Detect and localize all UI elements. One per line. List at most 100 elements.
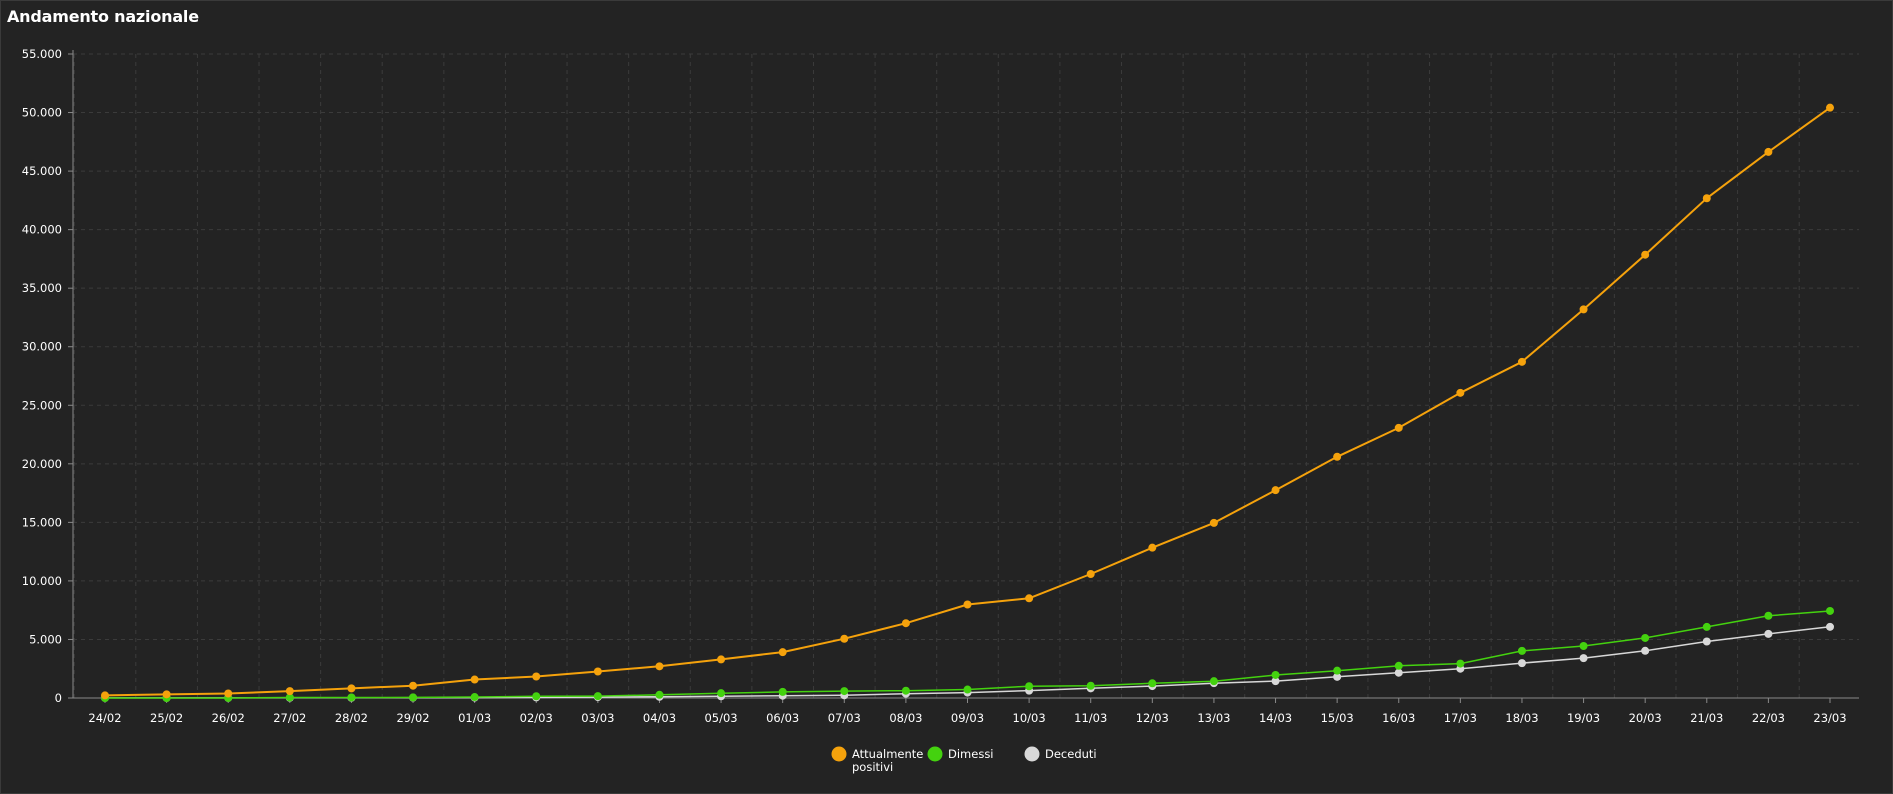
y-tick-label: 20.000 <box>22 457 62 471</box>
data-point-attualmente-positivi[interactable] <box>285 687 294 696</box>
data-point-dimessi[interactable] <box>963 685 972 694</box>
x-tick-label: 10/03 <box>1013 711 1046 725</box>
x-tick-label: 14/03 <box>1259 711 1292 725</box>
data-point-attualmente-positivi[interactable] <box>717 655 726 664</box>
data-point-attualmente-positivi[interactable] <box>1025 594 1034 603</box>
data-point-deceduti[interactable] <box>1579 654 1588 663</box>
data-point-attualmente-positivi[interactable] <box>1579 305 1588 314</box>
x-tick-label: 11/03 <box>1074 711 1107 725</box>
data-point-dimessi[interactable] <box>1025 682 1034 691</box>
data-point-attualmente-positivi[interactable] <box>101 691 109 700</box>
data-point-dimessi[interactable] <box>1271 670 1280 679</box>
x-tick-label: 23/03 <box>1813 711 1846 725</box>
data-point-dimessi[interactable] <box>1517 646 1526 655</box>
x-tick-label: 02/03 <box>520 711 553 725</box>
data-point-attualmente-positivi[interactable] <box>778 648 787 657</box>
data-point-deceduti[interactable] <box>1641 646 1650 655</box>
data-point-attualmente-positivi[interactable] <box>901 619 910 628</box>
series-lines <box>101 103 1834 702</box>
grid-lines <box>73 53 1859 698</box>
x-tick-label: 01/03 <box>458 711 491 725</box>
data-point-deceduti[interactable] <box>1517 659 1526 668</box>
y-tick-label: 40.000 <box>22 223 62 237</box>
x-tick-label: 29/02 <box>396 711 429 725</box>
data-point-attualmente-positivi[interactable] <box>532 672 541 681</box>
y-tick-label: 30.000 <box>22 340 62 354</box>
data-point-deceduti[interactable] <box>1826 622 1834 631</box>
legend-marker <box>831 746 847 762</box>
series-line-dimessi <box>105 610 1831 699</box>
x-tick-label: 05/03 <box>704 711 737 725</box>
data-point-dimessi[interactable] <box>285 693 294 702</box>
x-tick-label: 16/03 <box>1382 711 1415 725</box>
y-tick-label: 45.000 <box>22 164 62 178</box>
data-point-deceduti[interactable] <box>1394 668 1403 677</box>
data-point-attualmente-positivi[interactable] <box>1271 486 1280 495</box>
data-point-attualmente-positivi[interactable] <box>409 681 418 690</box>
x-tick-label: 15/03 <box>1321 711 1354 725</box>
data-point-attualmente-positivi[interactable] <box>1456 388 1465 397</box>
data-point-attualmente-positivi[interactable] <box>1702 194 1711 203</box>
data-point-attualmente-positivi[interactable] <box>963 600 972 609</box>
data-point-attualmente-positivi[interactable] <box>1086 570 1095 579</box>
data-point-attualmente-positivi[interactable] <box>1394 423 1403 432</box>
x-tick-label: 18/03 <box>1505 711 1538 725</box>
data-point-dimessi[interactable] <box>532 692 541 701</box>
data-point-dimessi[interactable] <box>1702 622 1711 631</box>
data-point-dimessi[interactable] <box>409 693 418 702</box>
data-point-dimessi[interactable] <box>1333 666 1342 675</box>
data-point-dimessi[interactable] <box>717 689 726 698</box>
data-point-dimessi[interactable] <box>1641 633 1650 642</box>
x-tick-label: 26/02 <box>212 711 245 725</box>
x-tick-label: 09/03 <box>951 711 984 725</box>
data-point-dimessi[interactable] <box>1086 681 1095 690</box>
data-point-dimessi[interactable] <box>655 690 664 699</box>
data-point-dimessi[interactable] <box>778 687 787 696</box>
data-point-attualmente-positivi[interactable] <box>1517 357 1526 366</box>
data-point-dimessi[interactable] <box>1826 606 1834 615</box>
x-tick-label: 03/03 <box>581 711 614 725</box>
data-point-attualmente-positivi[interactable] <box>1333 452 1342 461</box>
data-point-deceduti[interactable] <box>1764 629 1773 638</box>
data-point-dimessi[interactable] <box>1456 659 1465 668</box>
data-point-dimessi[interactable] <box>593 692 602 701</box>
data-point-dimessi[interactable] <box>1764 611 1773 620</box>
data-point-attualmente-positivi[interactable] <box>1641 250 1650 259</box>
data-point-attualmente-positivi[interactable] <box>347 684 356 693</box>
legend-label: positivi <box>852 760 893 774</box>
data-point-attualmente-positivi[interactable] <box>1209 518 1218 527</box>
data-point-deceduti[interactable] <box>1702 637 1711 646</box>
data-point-attualmente-positivi[interactable] <box>840 634 849 643</box>
data-point-attualmente-positivi[interactable] <box>470 675 479 684</box>
data-point-attualmente-positivi[interactable] <box>1826 103 1834 112</box>
data-point-attualmente-positivi[interactable] <box>162 690 171 699</box>
data-point-attualmente-positivi[interactable] <box>655 662 664 671</box>
data-point-dimessi[interactable] <box>1209 677 1218 686</box>
x-tick-label: 27/02 <box>273 711 306 725</box>
legend-label: Attualmente <box>852 747 923 761</box>
data-point-dimessi[interactable] <box>347 693 356 702</box>
data-point-dimessi[interactable] <box>1394 661 1403 670</box>
data-point-dimessi[interactable] <box>840 687 849 696</box>
data-point-deceduti[interactable] <box>1333 672 1342 681</box>
data-point-attualmente-positivi[interactable] <box>593 667 602 676</box>
legend-item-deceduti[interactable]: Deceduti <box>1024 746 1097 762</box>
data-point-dimessi[interactable] <box>1579 642 1588 651</box>
data-point-dimessi[interactable] <box>1148 679 1157 688</box>
x-tick-label: 19/03 <box>1567 711 1600 725</box>
x-tick-label: 21/03 <box>1690 711 1723 725</box>
data-point-attualmente-positivi[interactable] <box>1764 147 1773 156</box>
data-point-deceduti[interactable] <box>1271 677 1280 686</box>
y-tick-label: 55.000 <box>22 47 62 61</box>
x-tick-label: 06/03 <box>766 711 799 725</box>
data-point-attualmente-positivi[interactable] <box>1148 543 1157 552</box>
legend-item-dimessi[interactable]: Dimessi <box>927 746 994 762</box>
data-point-dimessi[interactable] <box>470 693 479 702</box>
data-point-attualmente-positivi[interactable] <box>224 689 233 698</box>
data-point-dimessi[interactable] <box>901 686 910 695</box>
y-tick-label: 50.000 <box>22 106 62 120</box>
y-tick-label: 35.000 <box>22 281 62 295</box>
